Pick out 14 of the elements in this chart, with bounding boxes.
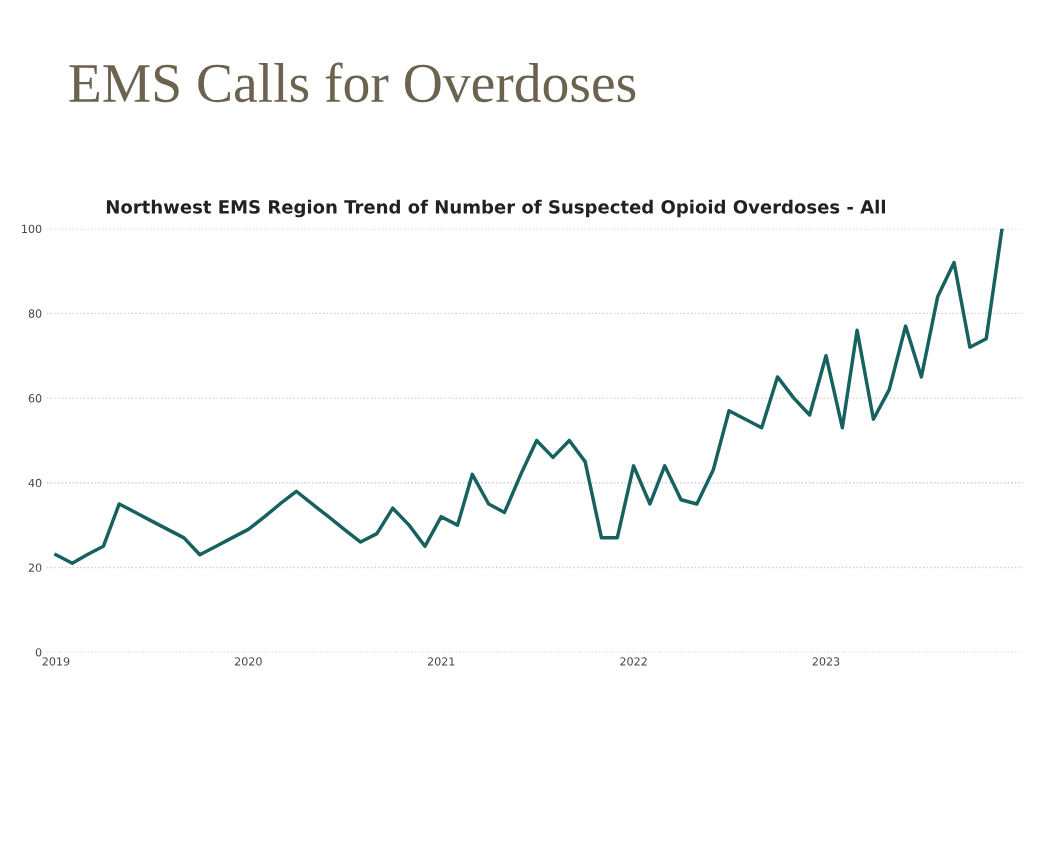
y-tick-label: 100 — [22, 224, 42, 234]
x-tick-label: 2023 — [812, 657, 840, 666]
y-tick-label: 20 — [28, 563, 42, 572]
x-tick-label: 2020 — [235, 657, 262, 666]
chart-title: EMS Calls for Overdoses — [69, 62, 636, 103]
x-tick-label: 2022 — [620, 657, 647, 666]
x-tick-label: 2019 — [42, 657, 70, 666]
line-series — [54, 228, 1004, 565]
y-tick-label: 60 — [28, 394, 42, 403]
chart-subtitle: Northwest EMS Region Trend of Number of Suspected Opioid Overdoses - All — [106, 199, 886, 218]
y-tick-label: 80 — [28, 309, 42, 318]
y-tick-label: 0 — [35, 648, 42, 657]
y-tick-label: 40 — [28, 478, 42, 488]
x-tick-label: 2021 — [427, 657, 455, 666]
